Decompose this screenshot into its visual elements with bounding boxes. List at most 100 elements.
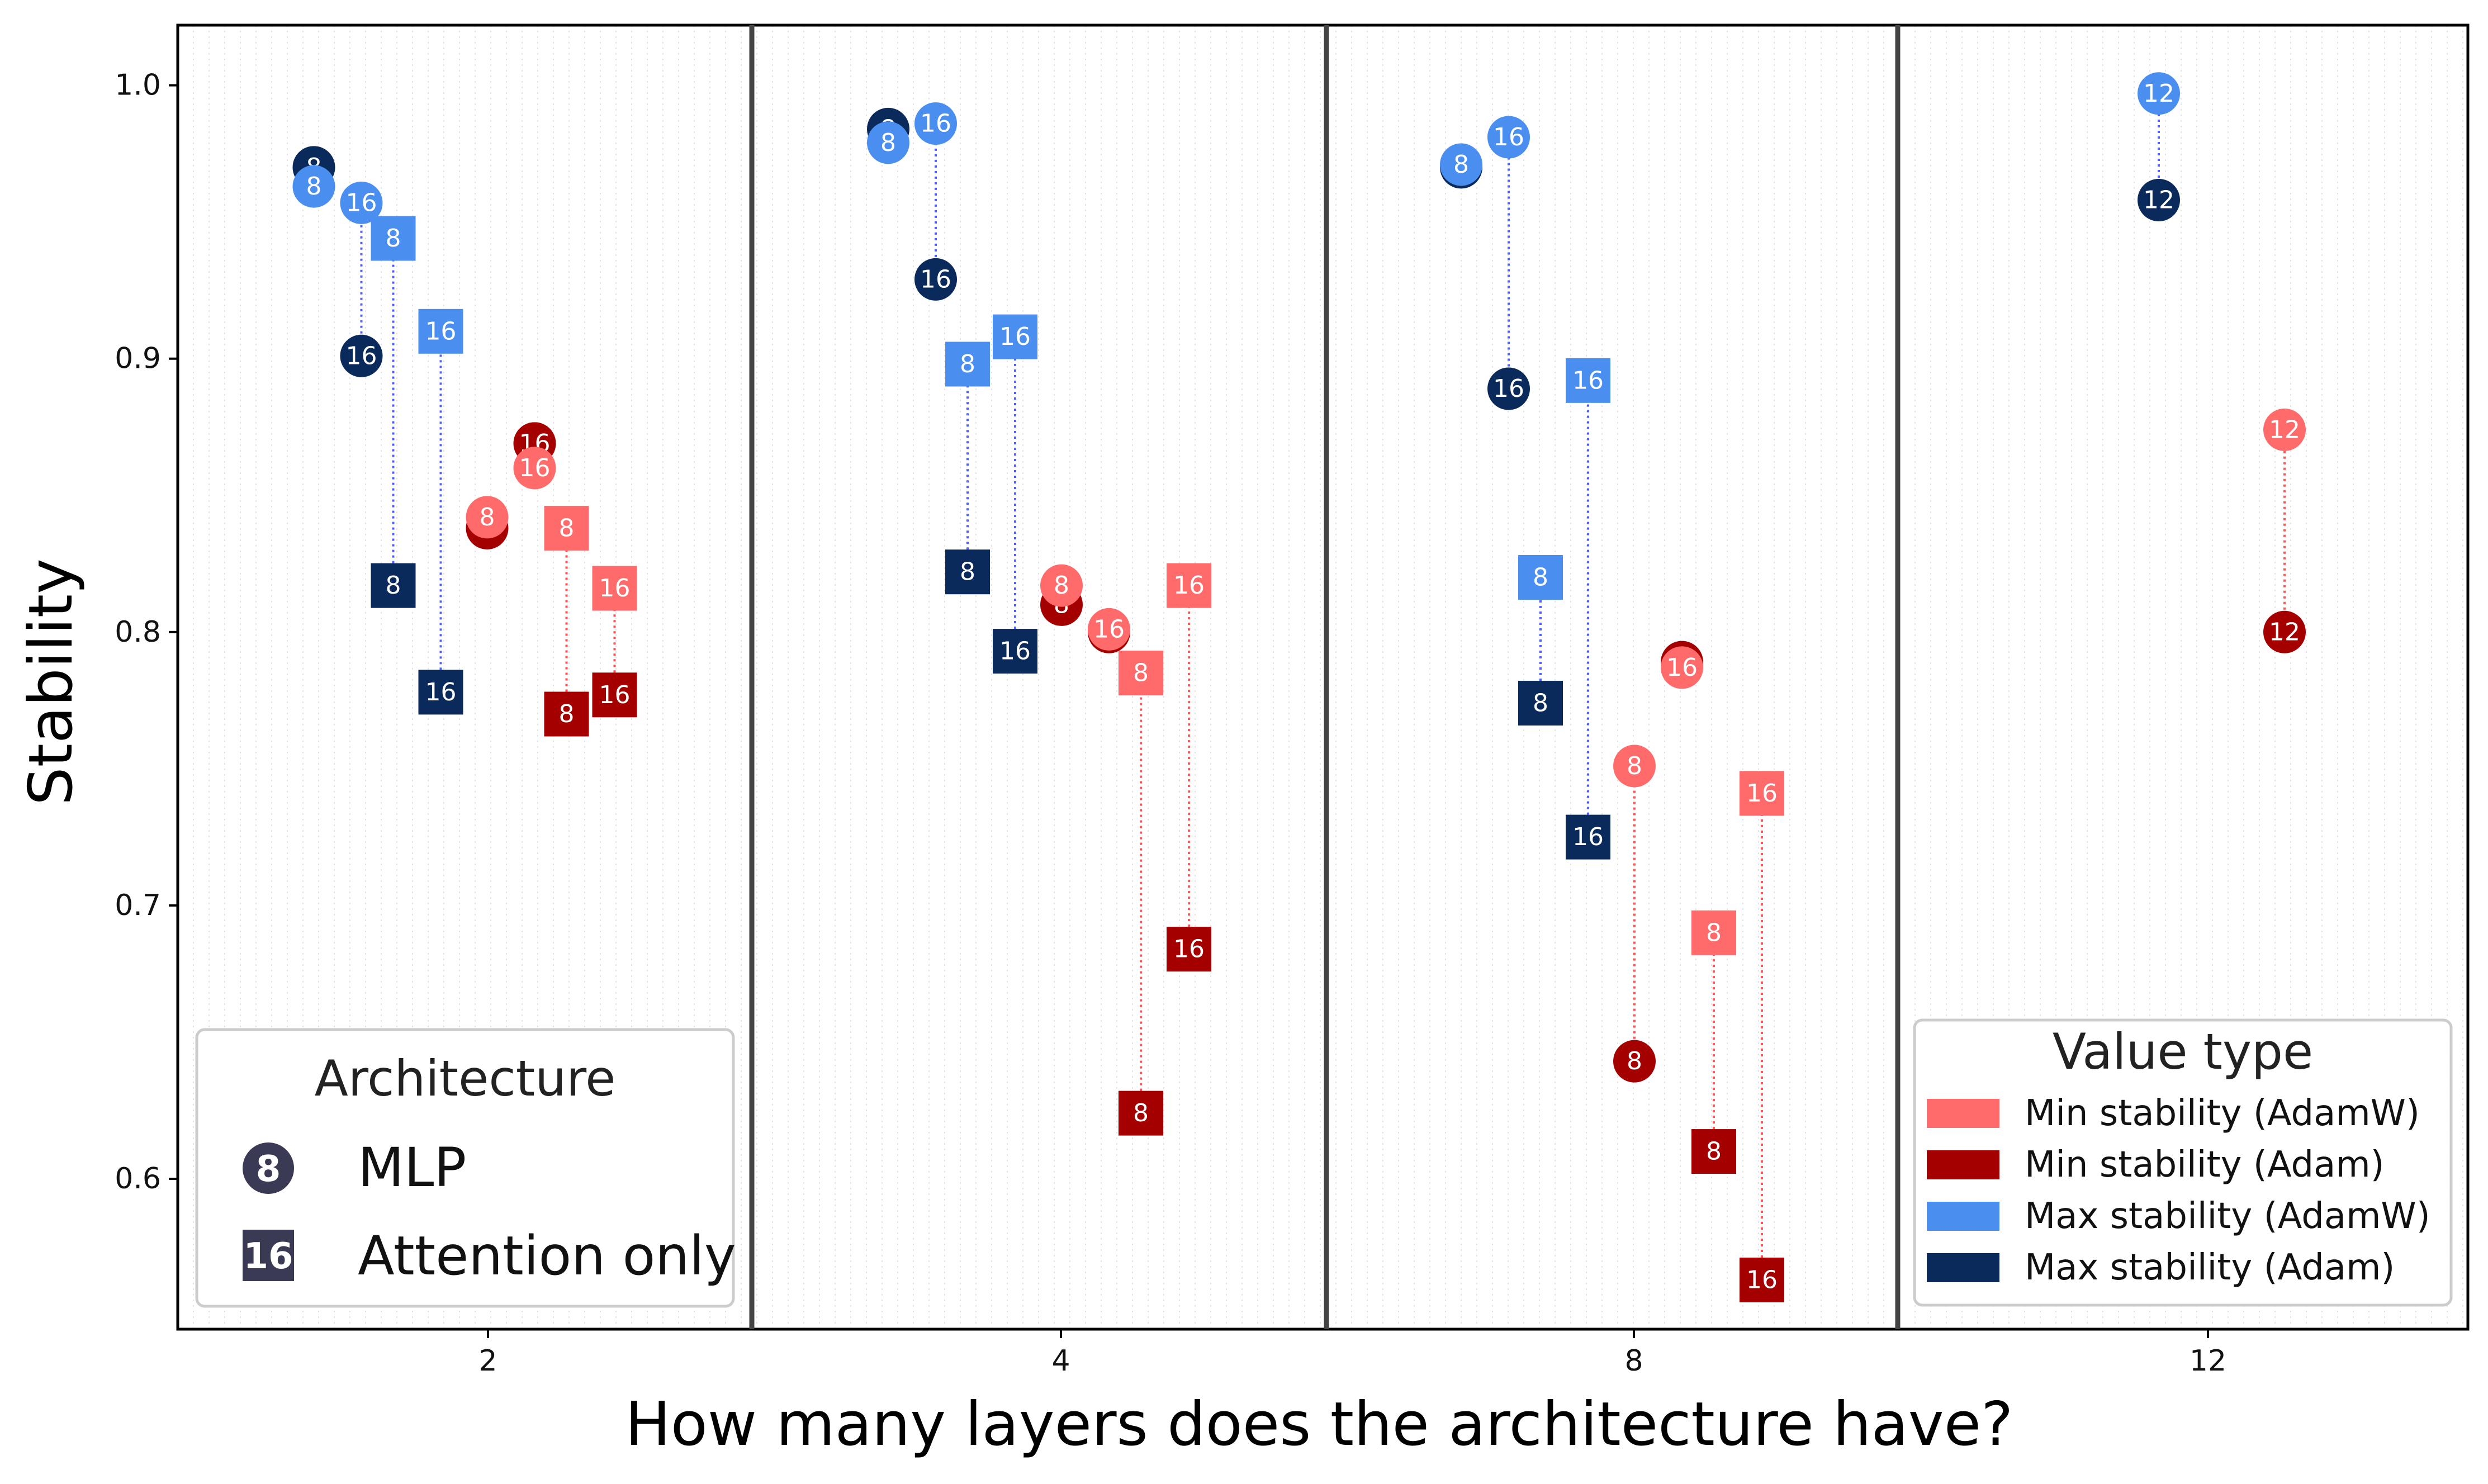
marker-min-adam-label: 8 xyxy=(1627,1047,1642,1075)
marker-max-adamw-circle xyxy=(1487,116,1530,159)
marker-max-adam-label: 16 xyxy=(920,265,951,293)
marker-max-adam-square xyxy=(371,563,416,608)
legend-label-min_adam: Min stability (Adam) xyxy=(2025,1144,2385,1186)
marker-max-adamw-square xyxy=(1566,358,1610,403)
legend-architecture-entry-mlp: 8 MLP xyxy=(243,1136,466,1199)
marker-max-adam-label: 12 xyxy=(2143,186,2174,215)
marker-min-adamw: 12 xyxy=(2263,408,2306,451)
marker-min-adamw-circle xyxy=(513,447,556,490)
x-axis-title: How many layers does the architecture ha… xyxy=(625,1390,2013,1459)
marker-max-adamw: 16 xyxy=(993,314,1037,359)
marker-max-adamw-square xyxy=(993,314,1037,359)
marker-min-adamw-label: 16 xyxy=(1746,779,1778,808)
x-tick-label: 2 xyxy=(478,1344,497,1378)
legend-value-type-box xyxy=(1913,1018,2453,1307)
marker-max-adam-square xyxy=(418,670,463,715)
legend-attention-icon-label: 16 xyxy=(243,1236,293,1277)
marker-max-adamw-label: 16 xyxy=(1572,366,1604,395)
marker-min-adamw-label: 8 xyxy=(1627,752,1642,780)
marker-min-adam-square xyxy=(1691,1129,1736,1174)
marker-max-adam-label: 8 xyxy=(386,571,401,600)
legend-swatch-max_adam xyxy=(1927,1253,1999,1282)
marker-min-adamw-square xyxy=(1691,910,1736,955)
legend-entry-max_adam: Max stability (Adam) xyxy=(1927,1247,2395,1288)
marker-max-adam: 12 xyxy=(2138,179,2180,222)
marker-max-adamw-square xyxy=(418,309,463,354)
marker-max-adamw-label: 8 xyxy=(960,350,975,378)
marker-min-adamw-square xyxy=(544,505,589,551)
marker-max-adamw: 8 xyxy=(1518,554,1563,600)
marker-min-adam: 16 xyxy=(1167,927,1211,972)
marker-max-adam: 16 xyxy=(993,629,1037,674)
marker-max-adam: 16 xyxy=(914,258,957,301)
x-tick-label: 12 xyxy=(2190,1344,2226,1378)
marker-max-adam: 8 xyxy=(945,549,990,595)
marker-max-adamw: 8 xyxy=(1440,143,1482,186)
legend-mlp-circle-icon xyxy=(243,1142,294,1194)
marker-max-adamw-circle xyxy=(914,102,957,145)
marker-max-adam-label: 16 xyxy=(425,678,457,707)
marker-max-adam-square xyxy=(1518,680,1563,726)
marker-max-adamw: 16 xyxy=(914,102,957,145)
marker-min-adamw: 16 xyxy=(592,566,637,611)
y-axis-title: Stability xyxy=(16,558,86,805)
marker-min-adam-label: 16 xyxy=(1746,1265,1778,1294)
marker-max-adamw-circle xyxy=(2138,72,2180,115)
marker-min-adamw: 16 xyxy=(1661,646,1703,689)
marker-min-adam: 16 xyxy=(592,672,637,718)
legend-swatch-min_adamw xyxy=(1927,1099,1999,1128)
marker-min-adamw-label: 16 xyxy=(599,574,631,603)
marker-min-adam: 8 xyxy=(1691,1129,1736,1174)
marker-min-adamw: 8 xyxy=(544,505,589,551)
marker-min-adamw: 16 xyxy=(1088,608,1130,651)
marker-min-adam-label: 16 xyxy=(1173,935,1205,964)
marker-min-adam: 12 xyxy=(2263,610,2306,653)
marker-min-adamw-circle xyxy=(1040,564,1083,607)
marker-max-adamw-square xyxy=(371,216,416,261)
y-tick-label: 0.6 xyxy=(115,1162,161,1196)
marker-max-adamw: 8 xyxy=(371,216,416,261)
marker-max-adam-circle xyxy=(2138,179,2180,222)
marker-max-adamw: 8 xyxy=(945,342,990,387)
marker-max-adamw-label: 8 xyxy=(386,224,401,253)
marker-min-adam-label: 8 xyxy=(559,700,575,728)
marker-min-adamw-label: 16 xyxy=(1666,653,1698,682)
y-tick-label: 0.7 xyxy=(115,889,161,922)
legend-architecture-box xyxy=(195,1028,735,1308)
marker-min-adamw-label: 8 xyxy=(1133,659,1149,688)
legend-entry-min_adam: Min stability (Adam) xyxy=(1927,1144,2385,1186)
marker-max-adam-circle xyxy=(340,334,383,377)
marker-max-adamw-label: 16 xyxy=(425,317,457,345)
marker-max-adam-label: 16 xyxy=(1572,823,1604,851)
marker-max-adam-label: 16 xyxy=(999,637,1031,666)
legend-mlp-icon-label: 8 xyxy=(256,1149,281,1190)
marker-min-adamw-circle xyxy=(466,496,509,539)
marker-min-adamw-circle xyxy=(2263,408,2306,451)
marker-max-adamw: 16 xyxy=(1487,116,1530,159)
marker-max-adamw-label: 16 xyxy=(346,188,377,217)
legend-architecture-entry-attention: 16 Attention only xyxy=(243,1225,736,1287)
marker-max-adamw-label: 8 xyxy=(880,129,896,157)
marker-min-adam-label: 8 xyxy=(1133,1099,1149,1127)
marker-min-adam-circle xyxy=(1613,1040,1656,1083)
marker-min-adam: 8 xyxy=(544,691,589,737)
marker-max-adamw-circle xyxy=(340,181,383,224)
marker-min-adamw: 16 xyxy=(513,447,556,490)
marker-min-adamw: 8 xyxy=(1040,564,1083,607)
marker-max-adam: 16 xyxy=(1487,367,1530,410)
y-tick-label: 1.0 xyxy=(115,69,161,102)
marker-max-adamw-label: 16 xyxy=(1493,123,1524,151)
legend-value-type-title: Value type xyxy=(2053,1023,2313,1080)
legend-architecture: Architecture 8 MLP 16 Attention only xyxy=(195,1028,736,1308)
marker-max-adamw-label: 12 xyxy=(2143,79,2174,108)
marker-min-adam-label: 8 xyxy=(1706,1137,1722,1166)
marker-max-adam-label: 16 xyxy=(1493,374,1524,403)
marker-max-adamw: 8 xyxy=(867,121,909,164)
marker-min-adam: 16 xyxy=(1740,1257,1784,1302)
marker-max-adam-square xyxy=(945,549,990,595)
marker-min-adamw-label: 8 xyxy=(1054,571,1069,600)
marker-max-adam-circle xyxy=(914,258,957,301)
marker-max-adamw-label: 8 xyxy=(1453,150,1469,179)
legend-swatch-min_adam xyxy=(1927,1150,1999,1179)
marker-min-adamw-label: 8 xyxy=(559,514,575,542)
